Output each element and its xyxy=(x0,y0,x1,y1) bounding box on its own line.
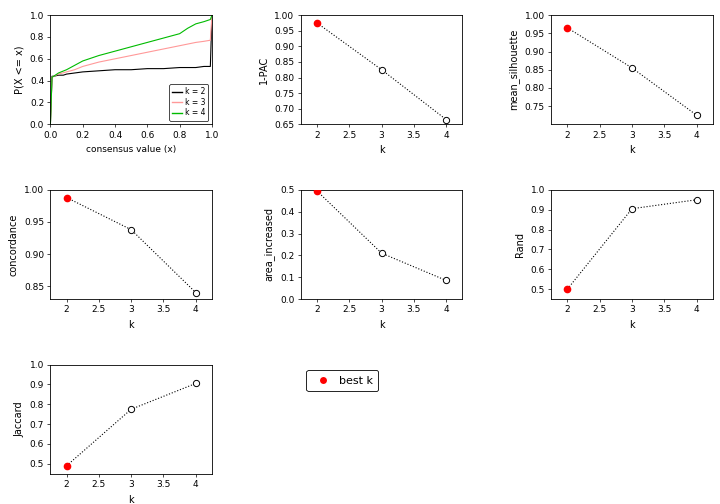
Legend: best k: best k xyxy=(307,370,378,391)
Y-axis label: mean_silhouette: mean_silhouette xyxy=(508,29,519,110)
Y-axis label: Rand: Rand xyxy=(515,232,525,257)
X-axis label: k: k xyxy=(128,320,134,330)
Y-axis label: 1-PAC: 1-PAC xyxy=(259,55,269,84)
Y-axis label: area_increased: area_increased xyxy=(264,208,274,281)
X-axis label: consensus value (x): consensus value (x) xyxy=(86,145,176,154)
X-axis label: k: k xyxy=(128,494,134,504)
Y-axis label: P(X <= x): P(X <= x) xyxy=(14,45,24,94)
Y-axis label: Jaccard: Jaccard xyxy=(14,401,24,437)
X-axis label: k: k xyxy=(629,145,635,155)
X-axis label: k: k xyxy=(379,320,384,330)
X-axis label: k: k xyxy=(379,145,384,155)
Y-axis label: concordance: concordance xyxy=(9,213,19,276)
X-axis label: k: k xyxy=(629,320,635,330)
Legend: k = 2, k = 3, k = 4: k = 2, k = 3, k = 4 xyxy=(169,84,208,120)
